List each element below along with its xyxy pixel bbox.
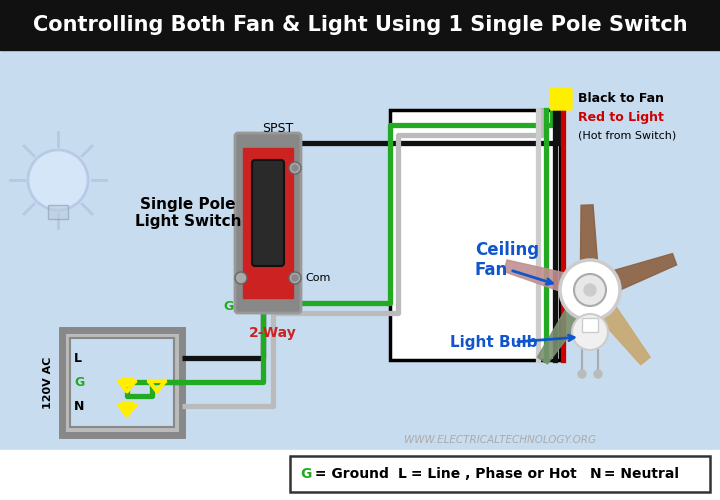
Circle shape <box>584 284 596 296</box>
Bar <box>70 338 174 427</box>
Polygon shape <box>538 300 588 364</box>
Circle shape <box>292 275 298 281</box>
Text: SPST: SPST <box>262 122 294 134</box>
Circle shape <box>289 272 301 284</box>
Text: Black to Fan: Black to Fan <box>578 92 664 104</box>
Circle shape <box>8 135 108 235</box>
Circle shape <box>560 260 620 320</box>
Text: = Ground: = Ground <box>310 467 403 481</box>
Text: G: G <box>300 467 311 481</box>
Circle shape <box>289 162 301 174</box>
Polygon shape <box>504 260 575 294</box>
Text: = Neutral: = Neutral <box>599 467 679 481</box>
Text: Controlling Both Fan & Light Using 1 Single Pole Switch: Controlling Both Fan & Light Using 1 Sin… <box>32 15 688 35</box>
Text: L: L <box>398 467 407 481</box>
Circle shape <box>28 150 88 210</box>
Text: Light Bulb: Light Bulb <box>450 334 538 349</box>
FancyBboxPatch shape <box>550 88 572 110</box>
Text: Single Pole
Light Switch: Single Pole Light Switch <box>135 197 241 229</box>
Bar <box>0 450 720 500</box>
Text: Ceiling
Fan: Ceiling Fan <box>475 240 539 280</box>
Text: N: N <box>590 467 602 481</box>
Text: Red to Light: Red to Light <box>578 112 664 124</box>
Bar <box>390 110 560 360</box>
Bar <box>243 148 293 298</box>
Circle shape <box>578 370 586 378</box>
Bar <box>582 318 598 332</box>
Bar <box>0 50 720 450</box>
Polygon shape <box>593 298 650 364</box>
Text: G: G <box>223 300 233 312</box>
FancyBboxPatch shape <box>122 378 132 386</box>
Bar <box>62 330 182 435</box>
Text: 2-Way: 2-Way <box>249 326 297 340</box>
FancyBboxPatch shape <box>235 133 301 313</box>
Text: WWW.ELECTRICALTECHNOLOGY.ORG: WWW.ELECTRICALTECHNOLOGY.ORG <box>404 435 596 445</box>
FancyBboxPatch shape <box>252 160 284 266</box>
Text: N: N <box>74 400 84 412</box>
Bar <box>290 456 710 492</box>
Text: 120V AC: 120V AC <box>43 356 53 408</box>
Circle shape <box>574 274 606 306</box>
Circle shape <box>235 272 247 284</box>
Circle shape <box>572 314 608 350</box>
Bar <box>48 205 68 219</box>
Text: = Line , Phase or Hot: = Line , Phase or Hot <box>406 467 591 481</box>
Circle shape <box>292 165 298 171</box>
Polygon shape <box>603 254 677 294</box>
Text: G: G <box>74 376 84 388</box>
Polygon shape <box>580 205 598 272</box>
Bar <box>0 0 720 50</box>
Text: (Hot from Switch): (Hot from Switch) <box>578 131 676 141</box>
Circle shape <box>594 370 602 378</box>
FancyBboxPatch shape <box>122 402 132 410</box>
Text: L: L <box>74 352 82 364</box>
Text: Com: Com <box>305 273 330 283</box>
